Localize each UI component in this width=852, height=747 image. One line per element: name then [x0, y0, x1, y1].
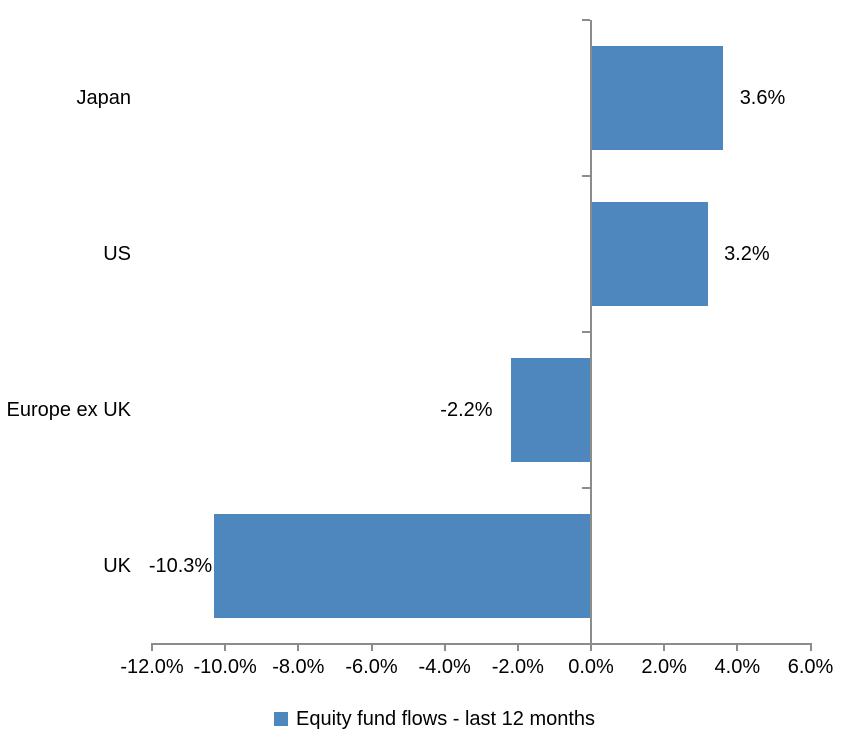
- x-axis-tick-label: 2.0%: [641, 656, 687, 678]
- bar-europe-ex-uk: [510, 358, 591, 462]
- y-axis-zero-line: [590, 20, 592, 644]
- legend-label: Equity fund flows - last 12 months: [296, 708, 596, 730]
- category-label: Europe ex UK: [6, 399, 131, 421]
- bar-japan: [591, 46, 723, 150]
- bar-data-label: 3.6%: [739, 87, 786, 109]
- x-axis-tick-mark: [809, 643, 812, 651]
- x-axis-tick-mark: [590, 643, 592, 651]
- bar-data-label: -2.2%: [440, 399, 493, 421]
- x-axis-tick-label: -4.0%: [418, 656, 471, 678]
- category-tick-mark: [582, 331, 590, 333]
- x-axis-tick-mark: [516, 643, 519, 651]
- legend: Equity fund flows - last 12 months: [0, 705, 852, 735]
- category-tick-mark: [582, 19, 590, 21]
- x-axis-tick-mark: [224, 643, 227, 651]
- x-axis-tick-label: 0.0%: [568, 656, 614, 678]
- x-axis-tick-mark: [443, 643, 446, 651]
- category-label: Japan: [76, 87, 132, 109]
- legend-marker-icon: [274, 712, 288, 726]
- category-label: UK: [103, 555, 131, 577]
- x-axis-tick-label: -8.0%: [272, 656, 325, 678]
- x-axis-tick-mark: [736, 643, 739, 651]
- category-tick-mark: [582, 487, 590, 489]
- x-axis-tick-mark: [151, 643, 153, 651]
- x-axis-tick-label: 6.0%: [787, 656, 834, 678]
- x-axis-line: [151, 643, 812, 645]
- bar-data-label: 3.2%: [724, 243, 770, 265]
- x-axis-tick-label: 4.0%: [714, 656, 761, 678]
- x-axis-tick-label: -6.0%: [345, 656, 398, 678]
- bar-data-label: -10.3%: [148, 555, 213, 577]
- category-tick-mark: [582, 175, 590, 177]
- bar-uk: [214, 514, 591, 618]
- x-axis-tick-mark: [370, 643, 373, 651]
- x-axis-tick-mark: [663, 643, 666, 651]
- bar-us: [591, 202, 709, 306]
- x-axis-tick-label: -2.0%: [491, 656, 544, 678]
- x-axis-tick-label: -10.0%: [193, 656, 257, 678]
- x-axis-tick-mark: [297, 643, 300, 651]
- x-axis-tick-label: -12.0%: [120, 656, 184, 678]
- category-label: US: [103, 243, 131, 265]
